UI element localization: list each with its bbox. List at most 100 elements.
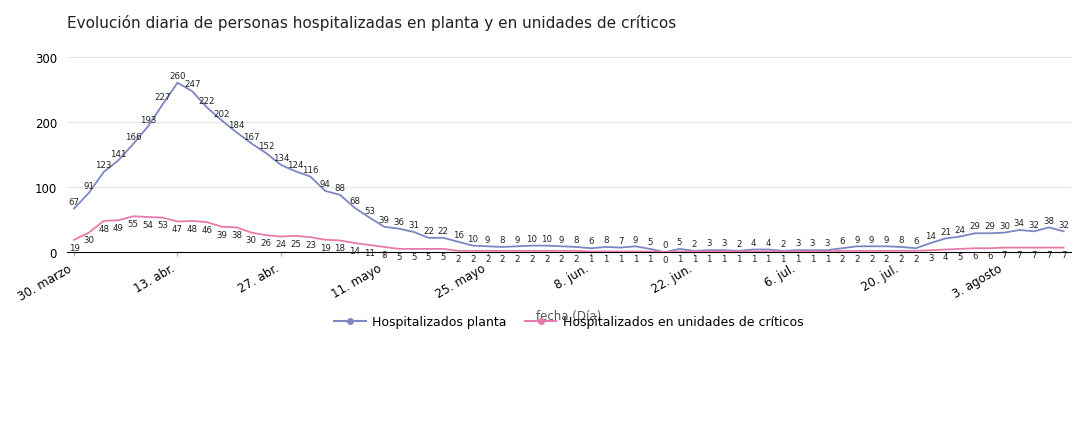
Text: 134: 134 bbox=[273, 154, 289, 162]
Text: 193: 193 bbox=[140, 115, 156, 124]
Text: 8: 8 bbox=[573, 236, 579, 244]
Text: 0: 0 bbox=[662, 255, 668, 264]
Text: 9: 9 bbox=[855, 235, 859, 244]
Text: 19: 19 bbox=[68, 243, 79, 252]
Legend: Hospitalizados planta, Hospitalizados en unidades de críticos: Hospitalizados planta, Hospitalizados en… bbox=[329, 311, 808, 334]
Text: 7: 7 bbox=[1061, 251, 1066, 260]
Text: 1: 1 bbox=[736, 255, 742, 264]
Text: 38: 38 bbox=[1044, 216, 1055, 225]
Text: 8: 8 bbox=[898, 236, 904, 244]
Text: 247: 247 bbox=[184, 80, 201, 89]
Text: 88: 88 bbox=[334, 184, 345, 193]
Text: 5: 5 bbox=[441, 252, 446, 261]
Text: 123: 123 bbox=[96, 161, 112, 170]
Text: 184: 184 bbox=[228, 121, 244, 130]
Text: 0: 0 bbox=[662, 241, 668, 250]
Text: 2: 2 bbox=[913, 254, 919, 263]
Text: 7: 7 bbox=[1046, 251, 1051, 260]
Text: 24: 24 bbox=[276, 240, 287, 249]
Text: 1: 1 bbox=[766, 255, 771, 264]
Text: 14: 14 bbox=[350, 246, 361, 255]
Text: 6: 6 bbox=[589, 237, 594, 246]
Text: 38: 38 bbox=[231, 231, 242, 240]
Text: 53: 53 bbox=[157, 221, 168, 230]
Text: 55: 55 bbox=[128, 219, 139, 229]
Text: 5: 5 bbox=[958, 252, 963, 261]
Text: 7: 7 bbox=[1016, 251, 1022, 260]
Text: 48: 48 bbox=[98, 224, 110, 233]
Text: 2: 2 bbox=[854, 254, 860, 263]
Text: 2: 2 bbox=[529, 254, 534, 263]
Text: 9: 9 bbox=[633, 235, 637, 244]
Text: 7: 7 bbox=[1001, 251, 1008, 260]
Text: 5: 5 bbox=[426, 252, 431, 261]
Text: 48: 48 bbox=[187, 224, 198, 233]
Text: Evolución diaria de personas hospitalizadas en planta y en unidades de críticos: Evolución diaria de personas hospitaliza… bbox=[66, 15, 675, 31]
Text: 1: 1 bbox=[692, 255, 697, 264]
Text: 32: 32 bbox=[1028, 220, 1039, 229]
Text: 30: 30 bbox=[84, 236, 94, 245]
Text: 9: 9 bbox=[559, 235, 564, 244]
Text: 166: 166 bbox=[125, 133, 141, 142]
Text: 9: 9 bbox=[485, 235, 490, 244]
Text: 18: 18 bbox=[334, 244, 345, 253]
Text: 36: 36 bbox=[393, 217, 404, 226]
Text: 1: 1 bbox=[780, 255, 786, 264]
Text: 24: 24 bbox=[955, 225, 965, 234]
Text: 25: 25 bbox=[290, 239, 301, 248]
Text: 29: 29 bbox=[984, 222, 995, 231]
Text: 1: 1 bbox=[750, 255, 756, 264]
Text: 124: 124 bbox=[288, 160, 304, 169]
Text: 7: 7 bbox=[618, 236, 623, 245]
Text: 1: 1 bbox=[647, 255, 653, 264]
Text: 94: 94 bbox=[319, 180, 330, 189]
Text: 2: 2 bbox=[470, 254, 476, 263]
Text: 54: 54 bbox=[142, 220, 153, 229]
Text: 14: 14 bbox=[925, 232, 936, 241]
Text: 1: 1 bbox=[603, 255, 608, 264]
Text: 222: 222 bbox=[199, 96, 215, 106]
Text: 3: 3 bbox=[706, 239, 712, 248]
Text: 19: 19 bbox=[319, 243, 330, 252]
Text: 3: 3 bbox=[824, 239, 830, 248]
Text: 227: 227 bbox=[154, 93, 171, 102]
Text: 3: 3 bbox=[795, 239, 800, 248]
Text: 30: 30 bbox=[245, 236, 257, 245]
Text: 67: 67 bbox=[68, 197, 79, 206]
Text: 5: 5 bbox=[677, 237, 682, 247]
Text: 1: 1 bbox=[824, 255, 830, 264]
Text: 10: 10 bbox=[467, 234, 478, 243]
Text: 1: 1 bbox=[618, 255, 623, 264]
Text: 2: 2 bbox=[573, 254, 579, 263]
Text: 39: 39 bbox=[379, 215, 390, 224]
Text: 49: 49 bbox=[113, 223, 124, 233]
Text: 39: 39 bbox=[216, 230, 227, 239]
Text: 1: 1 bbox=[589, 255, 594, 264]
Text: 5: 5 bbox=[396, 252, 402, 261]
Text: 22: 22 bbox=[438, 226, 449, 236]
Text: 34: 34 bbox=[1014, 219, 1025, 228]
Text: 2: 2 bbox=[515, 254, 520, 263]
Text: 91: 91 bbox=[84, 182, 94, 191]
Text: 152: 152 bbox=[257, 142, 275, 151]
Text: 47: 47 bbox=[172, 225, 184, 234]
Text: 2: 2 bbox=[839, 254, 845, 263]
Text: 1: 1 bbox=[795, 255, 800, 264]
Text: 4: 4 bbox=[766, 238, 771, 247]
Text: 7: 7 bbox=[1032, 251, 1037, 260]
Text: 8: 8 bbox=[500, 236, 505, 244]
Text: 3: 3 bbox=[927, 254, 934, 262]
Text: 16: 16 bbox=[453, 230, 464, 240]
Text: 2: 2 bbox=[869, 254, 874, 263]
Text: 30: 30 bbox=[999, 221, 1010, 230]
Text: 31: 31 bbox=[408, 221, 419, 230]
Text: 2: 2 bbox=[484, 254, 491, 263]
Text: 2: 2 bbox=[898, 254, 904, 263]
Text: 2: 2 bbox=[544, 254, 550, 263]
Text: 1: 1 bbox=[721, 255, 727, 264]
Text: 9: 9 bbox=[869, 235, 874, 244]
Text: 3: 3 bbox=[810, 239, 816, 248]
Text: 5: 5 bbox=[411, 252, 417, 261]
Text: 53: 53 bbox=[364, 206, 375, 215]
Text: 32: 32 bbox=[1058, 220, 1069, 229]
